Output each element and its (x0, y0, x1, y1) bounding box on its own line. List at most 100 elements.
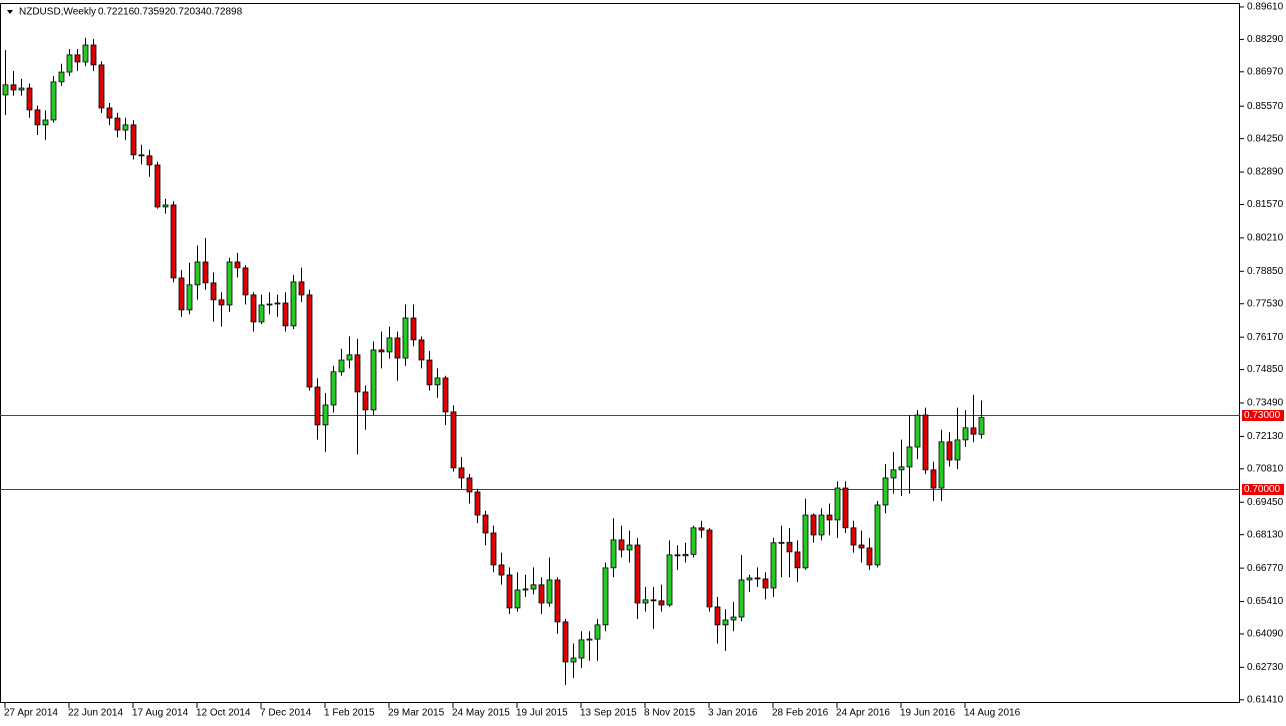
candle-body (610, 539, 617, 569)
y-tick-label: 0.66770 (1247, 563, 1284, 574)
y-tick-label: 0.73490 (1247, 398, 1284, 409)
candle-body (82, 44, 89, 63)
candle-body (554, 579, 561, 623)
level-label: 0.70000 (1244, 484, 1281, 495)
candle-body (658, 600, 665, 606)
candle-body (938, 441, 945, 489)
candle-body (538, 584, 545, 604)
ohlc-value: 0.72898 (206, 7, 243, 18)
level-label: 0.73000 (1244, 410, 1281, 421)
candle-body (754, 577, 761, 580)
candle-body (386, 337, 393, 353)
candle-body (546, 579, 553, 604)
y-tick-label: 0.61410 (1247, 694, 1284, 705)
candle-body (402, 317, 409, 359)
x-tick-label: 17 Aug 2014 (132, 708, 189, 719)
y-tick-label: 0.68130 (1247, 529, 1284, 540)
candle-body (434, 377, 441, 386)
menu-arrow[interactable] (7, 10, 13, 14)
candle-body (522, 588, 529, 591)
candle-body (170, 204, 177, 279)
candle-body (194, 261, 201, 286)
candle-body (306, 294, 313, 388)
candle-body (890, 469, 897, 479)
candle-body (130, 124, 137, 156)
candle-body (674, 554, 681, 557)
candle-body (290, 281, 297, 327)
candle-body (882, 477, 889, 506)
candle-body (722, 619, 729, 626)
ohlc-readout: 0.72216 0.73592 0.72034 0.72898 (98, 7, 243, 18)
candle-body (954, 439, 961, 461)
candle-body (234, 261, 241, 269)
candle-body (442, 377, 449, 413)
candle-body (778, 541, 785, 544)
y-tick-label: 0.65410 (1247, 596, 1284, 607)
candle-body (34, 109, 41, 126)
ohlc-value: 0.73592 (134, 7, 171, 18)
y-tick-label: 0.69450 (1247, 497, 1284, 508)
candle-body (394, 337, 401, 359)
candle-body (298, 281, 305, 296)
x-tick-label: 22 Jun 2014 (68, 708, 123, 719)
candle-body (922, 414, 929, 471)
candle-body (618, 539, 625, 551)
candle-body (354, 354, 361, 393)
candle-body (146, 155, 153, 166)
y-tick-label: 0.74850 (1247, 364, 1284, 375)
x-tick-label: 19 Jul 2015 (516, 708, 568, 719)
candle-body (650, 599, 657, 602)
candle-body (930, 469, 937, 489)
candle-body (962, 427, 969, 441)
candle-body (794, 551, 801, 569)
candle-body (90, 44, 97, 66)
y-tick-label: 0.84250 (1247, 133, 1284, 144)
candle-body (802, 514, 809, 569)
candle-body (898, 466, 905, 471)
candle-body (770, 542, 777, 589)
candle-body (970, 427, 977, 435)
candle-body (858, 544, 865, 549)
level-tag (1242, 410, 1284, 421)
candle-body (946, 441, 953, 461)
candle-body (746, 577, 753, 581)
candle-body (466, 477, 473, 493)
candle-body (698, 527, 705, 531)
candle-body (258, 304, 265, 323)
candle-body (178, 277, 185, 311)
candle-body (138, 154, 145, 157)
candle-body (490, 532, 497, 566)
candle-body (642, 599, 649, 604)
x-tick-label: 29 Mar 2015 (388, 708, 445, 719)
candle-body (322, 404, 329, 426)
candle-body (274, 302, 281, 305)
candle-body (762, 578, 769, 589)
candle-body (338, 359, 345, 373)
y-tick-label: 0.88290 (1247, 34, 1284, 45)
candle-body (690, 527, 697, 555)
candle-body (530, 584, 537, 590)
candle-body (786, 541, 793, 553)
x-tick-label: 27 Apr 2014 (4, 708, 58, 719)
x-tick-label: 8 Nov 2015 (644, 708, 696, 719)
candle-body (2, 84, 9, 96)
x-tick-label: 24 Apr 2016 (836, 708, 890, 719)
ohlc-value: 0.72034 (170, 7, 207, 18)
candle-body (810, 514, 817, 536)
candle-body (346, 354, 353, 361)
candle-body (914, 414, 921, 448)
candle-body (42, 119, 49, 126)
y-tick-label: 0.64090 (1247, 629, 1284, 640)
candle-body (154, 164, 161, 208)
candle-body (634, 544, 641, 604)
candle-body (114, 117, 121, 131)
x-tick-label: 7 Dec 2014 (260, 708, 312, 719)
x-tick-label: 28 Feb 2016 (772, 708, 829, 719)
candle-body (10, 84, 17, 91)
candle-body (218, 299, 225, 306)
x-tick-label: 24 May 2015 (452, 708, 510, 719)
candle-body (714, 606, 721, 626)
